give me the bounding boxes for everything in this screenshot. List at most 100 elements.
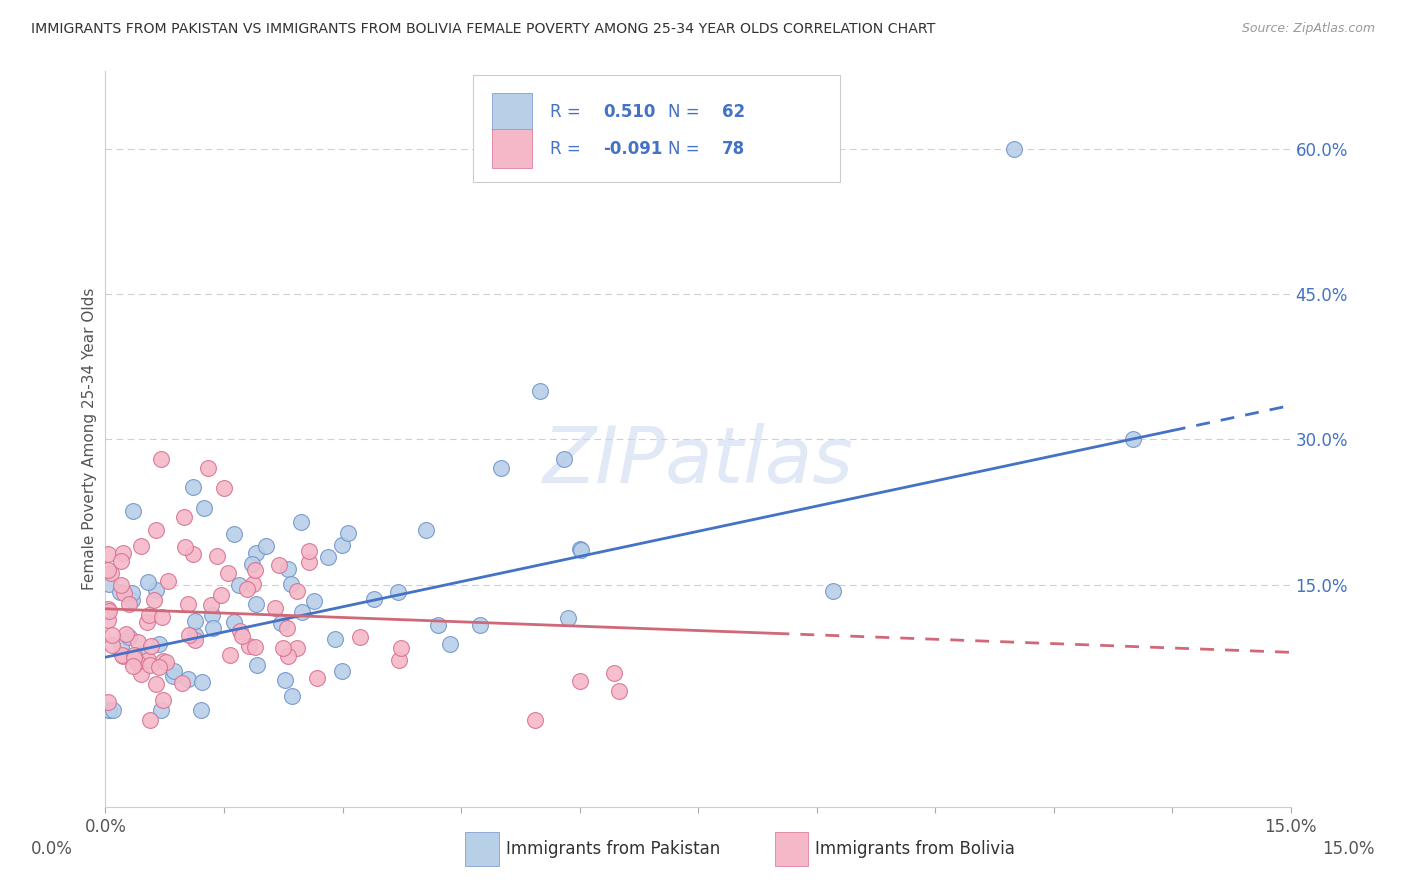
Point [229, 624, 252, 638]
Point [217, 566, 239, 580]
Point [193, 501, 215, 516]
Point [228, 578, 250, 592]
Point [277, 562, 299, 576]
FancyBboxPatch shape [472, 75, 841, 182]
Point [238, 640, 260, 654]
Text: 78: 78 [721, 140, 745, 158]
Point [100, 638, 122, 652]
Point [156, 574, 179, 588]
Point [287, 584, 309, 599]
Point [139, 640, 162, 654]
Point [207, 549, 229, 564]
Point [177, 628, 200, 642]
Text: 15.0%: 15.0% [1323, 840, 1375, 858]
Point [117, 630, 139, 644]
Point [150, 610, 173, 624]
Point [280, 689, 302, 703]
Point [110, 640, 132, 655]
Point [111, 546, 134, 560]
Point [148, 660, 170, 674]
Point [316, 549, 339, 564]
Text: R =: R = [550, 140, 581, 158]
Point [101, 703, 124, 717]
Point [121, 658, 143, 673]
Point [181, 547, 204, 561]
Point [245, 597, 267, 611]
Point [98, 604, 121, 618]
Point [197, 461, 219, 475]
Point [110, 578, 132, 592]
Point [240, 557, 263, 571]
Point [177, 673, 200, 687]
Point [190, 703, 212, 717]
Point [264, 601, 287, 615]
Point [267, 558, 290, 573]
Text: Immigrants from Pakistan: Immigrants from Pakistan [506, 840, 720, 858]
Point [97, 563, 120, 577]
Point [290, 515, 312, 529]
Point [155, 656, 177, 670]
Point [569, 542, 592, 557]
Point [823, 584, 845, 599]
Point [98, 703, 121, 717]
FancyBboxPatch shape [492, 129, 531, 168]
Point [273, 641, 295, 656]
Point [209, 588, 232, 602]
Point [129, 666, 152, 681]
Point [97, 602, 120, 616]
Text: IMMIGRANTS FROM PAKISTAN VS IMMIGRANTS FROM BOLIVIA FEMALE POVERTY AMONG 25-34 Y: IMMIGRANTS FROM PAKISTAN VS IMMIGRANTS F… [31, 22, 935, 37]
Point [136, 574, 159, 589]
Point [145, 524, 167, 538]
Point [277, 648, 299, 663]
Point [176, 597, 198, 611]
Point [291, 605, 314, 619]
Point [184, 632, 207, 647]
Point [129, 647, 152, 661]
Point [245, 640, 267, 654]
Point [138, 653, 160, 667]
Point [242, 577, 264, 591]
Point [330, 664, 353, 678]
Point [172, 675, 194, 690]
Point [124, 651, 146, 665]
Point [118, 597, 141, 611]
Point [427, 618, 450, 632]
Point [307, 671, 329, 685]
Point [287, 640, 309, 655]
Text: ZIPatlas: ZIPatlas [543, 424, 853, 500]
Point [162, 669, 184, 683]
Point [108, 584, 131, 599]
Point [254, 539, 277, 553]
Point [236, 582, 259, 596]
Point [276, 621, 298, 635]
Point [200, 599, 222, 613]
Point [145, 583, 167, 598]
Point [115, 626, 138, 640]
Point [136, 615, 159, 629]
Point [607, 684, 630, 698]
Point [603, 666, 626, 681]
Y-axis label: Female Poverty Among 25-34 Year Olds: Female Poverty Among 25-34 Year Olds [82, 288, 97, 591]
Point [143, 593, 166, 607]
Point [124, 648, 146, 662]
Point [219, 648, 242, 662]
Text: Source: ZipAtlas.com: Source: ZipAtlas.com [1241, 22, 1375, 36]
Point [212, 481, 235, 495]
Point [387, 585, 409, 599]
Point [121, 593, 143, 607]
Point [152, 654, 174, 668]
Point [122, 504, 145, 518]
FancyBboxPatch shape [492, 93, 531, 131]
Point [129, 539, 152, 553]
Point [101, 628, 124, 642]
Point [110, 553, 132, 567]
Point [298, 543, 321, 558]
Point [98, 703, 121, 717]
Point [557, 611, 579, 625]
Point [568, 674, 591, 689]
Text: -0.091: -0.091 [603, 140, 662, 158]
Point [270, 616, 292, 631]
Text: 0.510: 0.510 [603, 103, 655, 120]
Point [569, 541, 592, 556]
Point [323, 632, 346, 646]
